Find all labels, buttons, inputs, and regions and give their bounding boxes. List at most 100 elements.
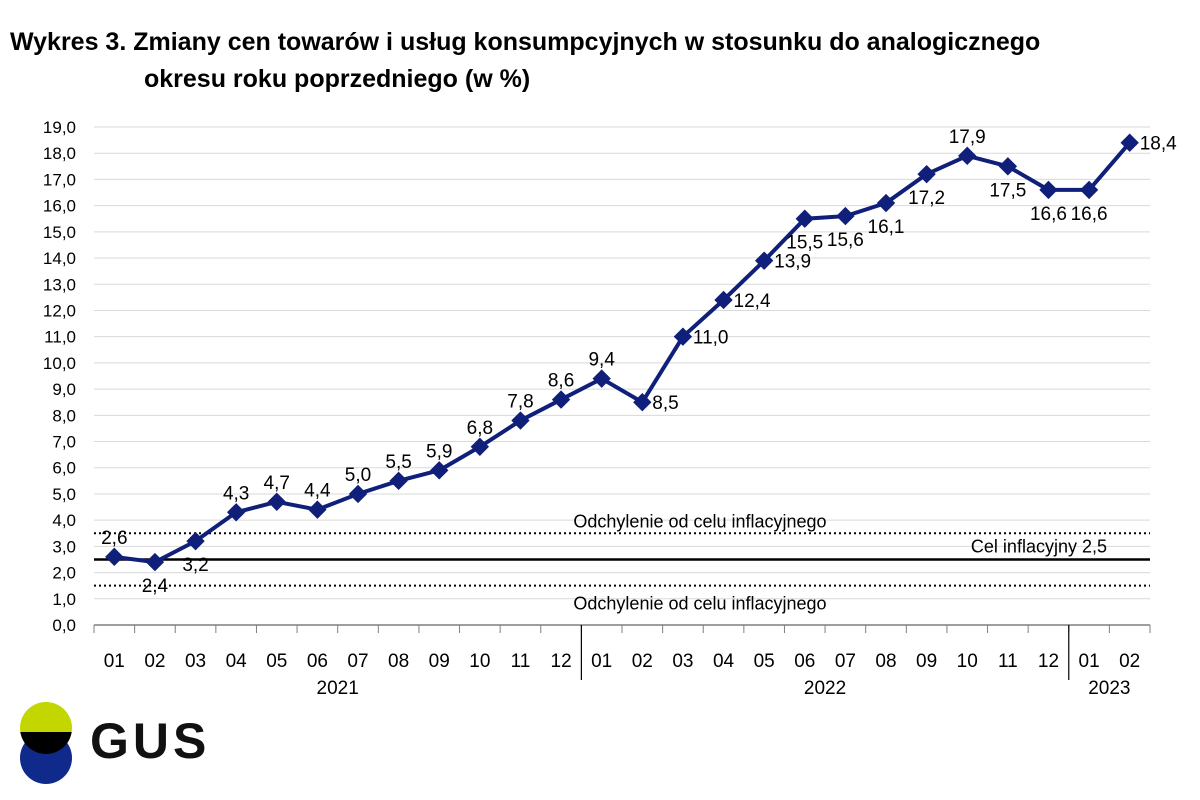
x-tick-label: 03: [185, 651, 206, 672]
data-point: [795, 209, 814, 228]
y-tick-label: 12,0: [43, 301, 76, 320]
data-label: 9,4: [588, 350, 615, 371]
y-tick-label: 0,0: [52, 616, 76, 635]
data-point: [389, 471, 408, 491]
data-point: [226, 503, 246, 522]
logo-overlap: [20, 732, 72, 754]
y-tick-label: 18,0: [43, 144, 76, 163]
data-label: 2,4: [142, 576, 169, 597]
upper-deviation-label: Odchylenie od celu inflacyjnego: [573, 511, 826, 531]
data-label: 15,6: [827, 230, 864, 251]
data-label: 6,8: [467, 418, 493, 439]
y-tick-label: 14,0: [43, 249, 76, 268]
data-label: 5,0: [345, 465, 371, 486]
data-label: 17,9: [949, 127, 986, 148]
data-point: [145, 552, 165, 572]
data-label: 15,5: [786, 233, 823, 254]
data-point: [186, 531, 205, 551]
x-tick-label: 09: [916, 651, 937, 672]
data-label: 13,9: [774, 252, 811, 273]
x-tick-label: 08: [388, 651, 409, 672]
x-tick-label: 01: [591, 651, 612, 672]
data-point: [673, 327, 693, 346]
x-tick-label: 03: [672, 651, 693, 672]
x-tick-label: 07: [835, 651, 856, 672]
data-point: [592, 369, 611, 388]
x-tick-label: 02: [1119, 651, 1140, 672]
x-tick-label: 12: [1038, 651, 1059, 672]
data-label: 17,2: [908, 188, 945, 209]
data-label: 8,5: [652, 393, 678, 414]
x-tick-label: 11: [998, 651, 1018, 672]
x-tick-label: 10: [469, 651, 490, 672]
x-tick-label: 07: [347, 651, 368, 672]
x-tick-label: 12: [551, 651, 572, 672]
year-label: 2023: [1088, 678, 1130, 699]
x-tick-label: 11: [511, 651, 531, 672]
data-point: [876, 193, 896, 213]
data-point: [1039, 180, 1058, 200]
data-point: [551, 390, 571, 409]
x-tick-label: 08: [875, 651, 896, 672]
x-tick-label: 04: [713, 651, 735, 672]
y-tick-label: 2,0: [52, 564, 76, 583]
x-tick-label: 05: [266, 651, 287, 672]
data-label: 5,5: [385, 452, 411, 473]
data-point: [633, 393, 652, 412]
y-tick-label: 9,0: [52, 380, 76, 399]
data-point: [836, 206, 855, 226]
x-tick-label: 09: [429, 651, 450, 672]
data-label: 12,4: [734, 291, 771, 312]
y-tick-label: 17,0: [43, 170, 76, 189]
data-point: [511, 411, 530, 430]
data-label: 4,3: [223, 483, 249, 504]
data-label: 4,4: [304, 481, 331, 502]
data-label: 2,6: [101, 528, 127, 549]
y-tick-label: 16,0: [43, 197, 76, 216]
y-tick-label: 10,0: [43, 354, 76, 373]
x-tick-label: 10: [957, 651, 978, 672]
data-label: 16,1: [868, 217, 905, 238]
y-tick-label: 13,0: [43, 275, 76, 294]
title-line-1: Wykres 3. Zmiany cen towarów i usług kon…: [10, 28, 1041, 56]
target-label: Cel inflacyjny 2,5: [971, 536, 1107, 556]
lower-deviation-label: Odchylenie od celu inflacyjnego: [573, 594, 826, 614]
data-label: 4,7: [264, 473, 290, 494]
x-tick-label: 05: [754, 651, 775, 672]
x-tick-label: 01: [1079, 651, 1100, 672]
chart-title: Wykres 3. Zmiany cen towarów i usług kon…: [10, 24, 1190, 98]
y-tick-label: 5,0: [52, 485, 76, 504]
data-point: [917, 164, 936, 184]
y-tick-label: 11,0: [44, 328, 76, 347]
data-point: [1079, 180, 1099, 200]
data-point: [105, 547, 124, 567]
gus-logo: GUS: [14, 702, 224, 786]
data-point: [348, 484, 368, 504]
data-label: 16,6: [1071, 204, 1108, 225]
data-point: [430, 461, 449, 480]
data-label: 11,0: [693, 328, 729, 349]
data-label: 8,6: [548, 371, 574, 392]
y-tick-label: 4,0: [52, 511, 76, 530]
x-tick-label: 01: [104, 651, 125, 672]
data-point: [267, 492, 286, 512]
y-tick-label: 15,0: [43, 223, 76, 242]
data-label: 3,2: [182, 555, 208, 576]
year-label: 2021: [317, 678, 359, 699]
y-tick-label: 1,0: [52, 590, 76, 609]
logo-wordmark: GUS: [90, 713, 211, 769]
x-tick-label: 04: [226, 651, 248, 672]
x-tick-label: 02: [632, 651, 653, 672]
data-point: [308, 500, 327, 519]
data-label: 17,5: [989, 180, 1026, 201]
x-tick-label: 06: [307, 651, 328, 672]
x-tick-label: 02: [144, 651, 165, 672]
data-point: [1120, 133, 1139, 152]
data-point: [714, 290, 733, 310]
data-label: 5,9: [426, 441, 452, 462]
y-tick-label: 8,0: [52, 406, 76, 425]
data-point: [998, 157, 1018, 176]
y-tick-label: 7,0: [52, 433, 76, 452]
x-tick-label: 06: [794, 651, 815, 672]
